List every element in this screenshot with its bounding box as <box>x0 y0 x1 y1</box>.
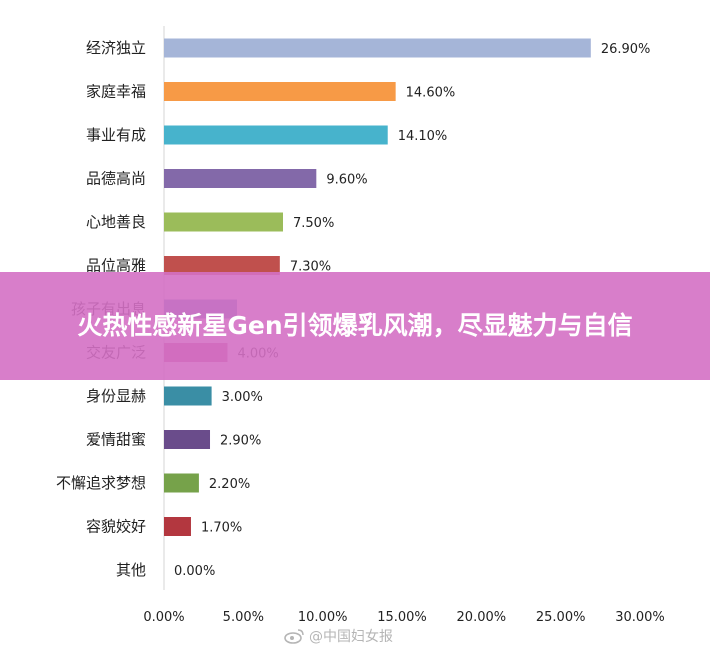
bar-2 <box>164 125 388 145</box>
weibo-icon <box>284 629 304 644</box>
watermark: @中国妇女报 <box>283 626 393 646</box>
x-tick-label: 15.00% <box>377 610 427 625</box>
value-label: 7.30% <box>290 260 331 275</box>
bar-5 <box>164 256 280 275</box>
x-tick-label: 30.00% <box>615 610 665 625</box>
category-label: 身份显赫 <box>86 387 146 405</box>
category-label: 心地善良 <box>86 213 146 231</box>
x-tick-label: 10.00% <box>298 610 348 625</box>
bar-11 <box>164 517 191 536</box>
value-label: 2.90% <box>220 434 261 449</box>
banner-title: 火热性感新星Gen引领爆乳风潮，尽显魅力与自信 <box>77 311 633 340</box>
x-tick-label: 25.00% <box>536 610 586 625</box>
value-label: 3.00% <box>222 390 263 405</box>
category-label: 经济独立 <box>86 39 146 57</box>
category-label: 不懈追求梦想 <box>56 474 146 492</box>
bar-9 <box>164 430 211 449</box>
x-axis-ticks: 0.00% 5.00% 10.00% 15.00% 20.00% 25.00% 30.00% <box>143 610 664 625</box>
category-label: 事业有成 <box>86 126 146 144</box>
value-label: 26.90% <box>601 42 651 57</box>
category-label: 家庭幸福 <box>86 83 146 101</box>
bar-8 <box>164 386 212 406</box>
category-label: 品德高尚 <box>86 170 146 188</box>
value-label: 1.70% <box>201 521 242 536</box>
value-label: 0.00% <box>174 564 215 579</box>
value-label: 14.60% <box>406 86 456 101</box>
x-tick-label: 20.00% <box>457 610 507 625</box>
category-label: 品位高雅 <box>86 257 146 275</box>
value-labels: 26.90%14.60%14.10%9.60%7.50%7.30%4.00%3.… <box>174 42 650 579</box>
category-label: 爱情甜蜜 <box>86 431 146 449</box>
category-label: 容貌姣好 <box>86 518 146 536</box>
bar-3 <box>164 169 317 188</box>
value-label: 9.60% <box>326 173 367 188</box>
bar-10 <box>164 473 199 493</box>
bar-4 <box>164 212 283 232</box>
value-label: 14.10% <box>398 129 448 144</box>
category-labels: 经济独立家庭幸福事业有成品德高尚心地善良品位高雅孩子有出息交友广泛身份显赫爱情甜… <box>56 39 146 579</box>
value-label: 2.20% <box>209 477 250 492</box>
bar-1 <box>164 82 396 101</box>
category-label: 其他 <box>116 561 146 579</box>
x-tick-label: 0.00% <box>143 610 184 625</box>
value-label: 7.50% <box>293 216 334 231</box>
x-tick-label: 5.00% <box>223 610 264 625</box>
title-banner: 火热性感新星Gen引领爆乳风潮，尽显魅力与自信 <box>0 272 710 380</box>
bar-0 <box>164 38 591 58</box>
watermark-text: @中国妇女报 <box>309 629 393 645</box>
